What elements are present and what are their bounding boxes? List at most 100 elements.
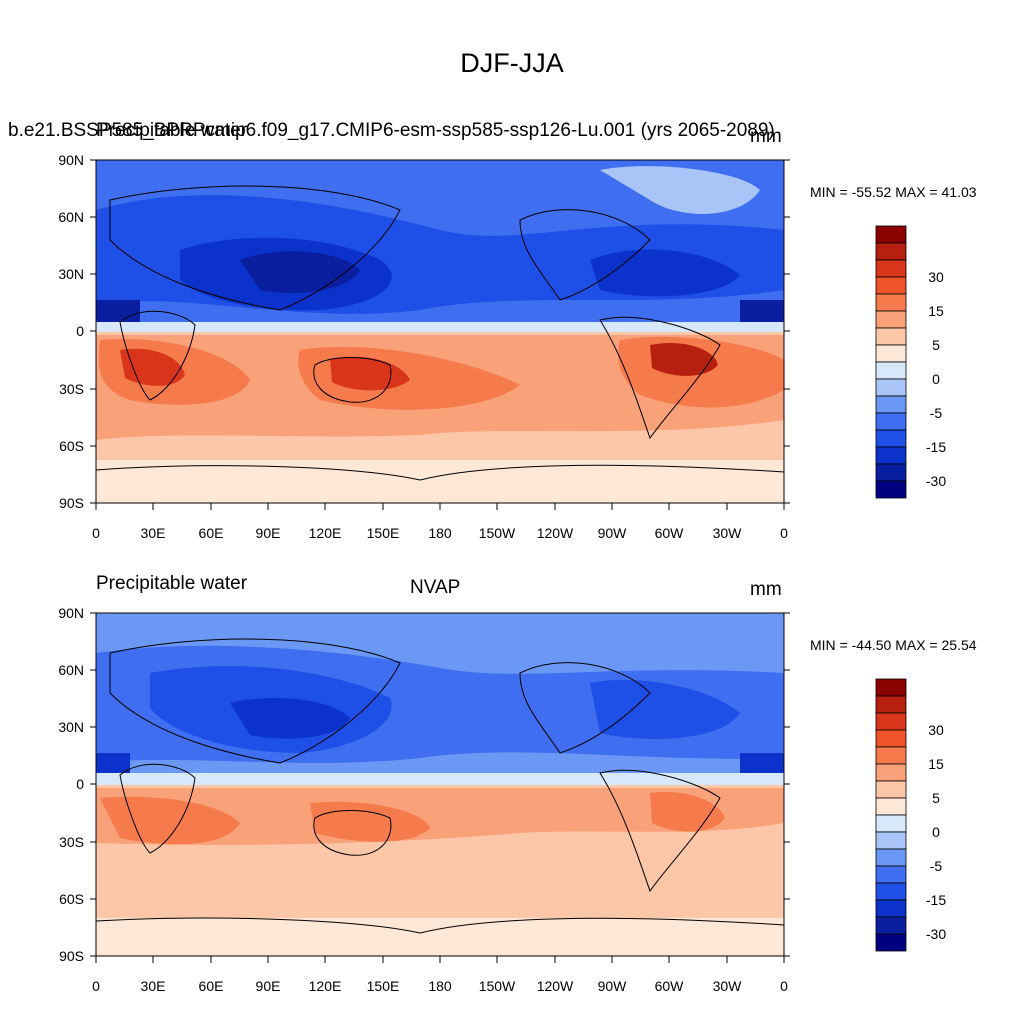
panel1-lat-label: 60N [58,209,84,225]
colorbar-label: 30 [928,722,944,738]
colorbar-box [875,446,907,465]
panel2-center-title: NVAP [410,577,461,598]
panel2-field-samerica [650,792,725,832]
colorbar-box [875,259,907,278]
panel1-lon-label: 60W [655,525,685,541]
panel2-colorbar-labels: 30 15 5 0 -5 -15 -30 [926,722,946,942]
panel2-lon-label: 60W [655,978,685,994]
panel1-lat-label: 0 [76,323,84,339]
colorbar-box [875,899,907,918]
colorbar-box [875,780,907,799]
colorbar-box [875,276,907,295]
colorbar-box [875,225,907,244]
panel2-lat-label: 60S [59,891,84,907]
panel1-field-asia-core [240,251,360,294]
panel1-lon-label: 0 [92,525,100,541]
panel2-lat-label: 0 [76,776,84,792]
colorbar-box [875,395,907,414]
colorbar-box [875,293,907,312]
colorbar-box [875,848,907,867]
panel1-units: mm [750,126,782,147]
colorbar-label: -30 [926,926,946,942]
panel2-field-africa [100,796,240,845]
colorbar-box [875,831,907,850]
colorbar-box [875,327,907,346]
colorbar-box [875,933,907,952]
colorbar-box [875,916,907,935]
panel1-coastlines [96,185,784,481]
panel1-lon-axis: 0 30E 60E 90E 120E 150E 180 150W 120W 90… [92,503,788,541]
colorbar-box [875,763,907,782]
panel2-lat-label: 90N [58,605,84,621]
panel2-lat-label: 90S [59,948,84,964]
panel2-variable-title: Precipitable water [96,573,248,594]
colorbar-box [875,797,907,816]
panel2-lon-label: 150W [479,978,516,994]
colorbar-label: -5 [930,858,943,874]
panel1-lat-label: 30S [59,381,84,397]
colorbar-box [875,412,907,431]
colorbar-box [875,378,907,397]
panel2-lon-label: 90E [256,978,281,994]
colorbar-label: -30 [926,473,946,489]
panel2-colorbar-boxes [875,678,907,952]
panel1-field-greenland [600,166,760,214]
colorbar-label: -15 [926,892,946,908]
colorbar-box [875,712,907,731]
colorbar-box [875,310,907,329]
colorbar-label: -15 [926,439,946,455]
colorbar-label: 15 [928,756,944,772]
panel2-lon-label: 60E [199,978,224,994]
panel1-case-title: b.e21.BSSP585_BPRPcmip6.f09_g17.CMIP6-es… [8,120,775,141]
colorbar-box [875,344,907,363]
panel2-lat-axis: 90N 60N 30N 0 30S 60S 90S [58,605,790,964]
figure-title: DJF-JJA [460,48,564,78]
panel1-lon-label: 90E [256,525,281,541]
panel2-lon-label: 30W [713,978,743,994]
colorbar-box [875,865,907,884]
panel1-lat-label: 60S [59,438,84,454]
panel1-lon-label: 150W [479,525,516,541]
panel1-lon-label: 180 [428,525,452,541]
panel1-colorbar: 30 15 5 0 -5 -15 -30 [875,225,946,499]
colorbar-box [875,695,907,714]
panel2-colorbar: 30 15 5 0 -5 -15 -30 [875,678,946,952]
panel1-field-antarctica [96,460,784,503]
panel2-coastlines [96,638,784,934]
panel1-variable-title: Precipitable water [96,120,248,141]
panel2-map: 90N 60N 30N 0 30S 60S 90S 0 30E 60E 90E … [58,605,790,994]
colorbar-label: 15 [928,303,944,319]
colorbar-box [875,361,907,380]
panel1-lon-label: 120E [309,525,342,541]
panel1-lat-label: 30N [58,266,84,282]
colorbar-box [875,882,907,901]
panel2-lon-axis: 0 30E 60E 90E 120E 150E 180 150W 120W 90… [92,956,788,994]
panel1-field-equator [96,322,784,332]
colorbar-label: 0 [932,824,940,840]
panel1-lon-label: 90W [598,525,628,541]
panel1-field-samerica-core [650,342,718,376]
colorbar-label: -5 [930,405,943,421]
panel2-lon-label: 0 [780,978,788,994]
panel1-lon-label: 60E [199,525,224,541]
panel2-minmax: MIN = -44.50 MAX = 25.54 [810,637,977,653]
colorbar-box [875,729,907,748]
panel2-field-natl [590,679,740,739]
panel2-lon-label: 30E [141,978,166,994]
panel2-lon-label: 120E [309,978,342,994]
colorbar-box [875,463,907,482]
colorbar-label: 5 [932,337,940,353]
panel1-lon-label: 120W [537,525,574,541]
panel2-lon-label: 0 [92,978,100,994]
colorbar-box [875,429,907,448]
panel2-field-equator [96,773,784,785]
panel1-colorbar-boxes [875,225,907,499]
panel2-field-aus [310,801,430,842]
panel1-lat-label: 90N [58,152,84,168]
panel1-lon-label: 30E [141,525,166,541]
panel2-lon-label: 150E [367,978,400,994]
panel2-lat-label: 30S [59,834,84,850]
panel1-lat-label: 90S [59,495,84,511]
colorbar-box [875,814,907,833]
colorbar-box [875,678,907,697]
